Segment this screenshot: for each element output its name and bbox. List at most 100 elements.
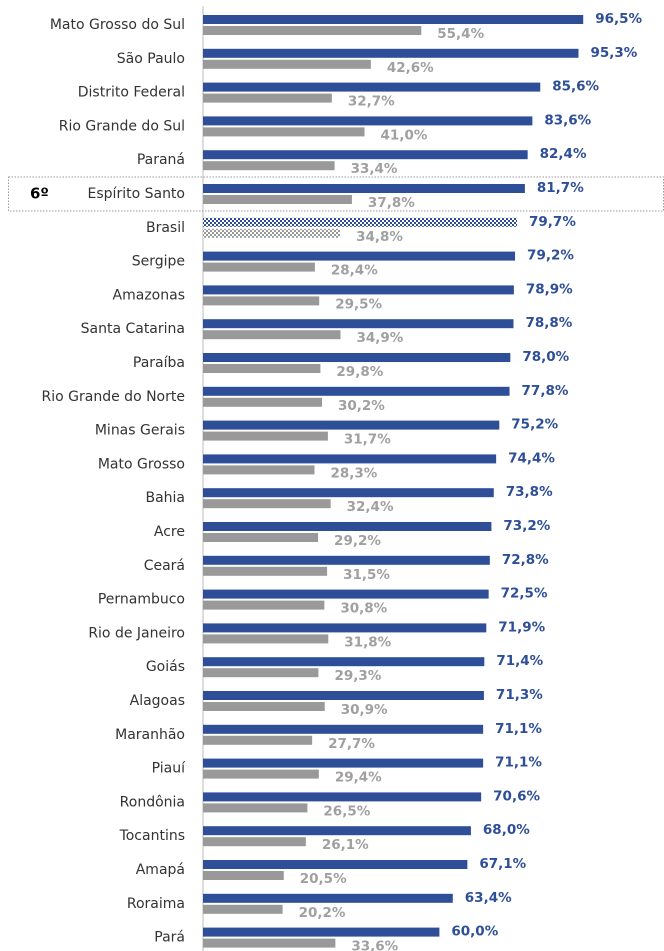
value-label: 71,9% [498, 619, 545, 635]
bar [203, 792, 482, 802]
value-label: 34,8% [356, 229, 403, 245]
bar [203, 296, 320, 306]
value-label: 82,4% [540, 146, 587, 162]
category-label: Paraná [137, 152, 185, 168]
value-label: 34,9% [357, 330, 404, 346]
value-label: 28,4% [331, 263, 378, 279]
bar [203, 386, 510, 396]
value-label: 31,7% [344, 432, 391, 448]
value-label: 29,2% [334, 533, 381, 549]
value-label: 63,4% [465, 890, 512, 906]
category-label: Rio Grande do Norte [42, 389, 185, 405]
bar [203, 285, 514, 295]
bar [203, 702, 325, 711]
category-label: São Paulo [117, 51, 185, 67]
value-label: 95,3% [590, 45, 637, 61]
bar [203, 499, 331, 509]
value-label: 74,4% [508, 450, 555, 466]
category-label: Distrito Federal [78, 85, 185, 101]
value-label: 29,4% [335, 770, 382, 786]
value-label: 37,8% [368, 195, 415, 211]
bar [203, 319, 514, 329]
bar [203, 59, 371, 69]
value-label: 72,5% [501, 586, 548, 602]
value-label: 68,0% [483, 822, 530, 838]
value-label: 42,6% [387, 60, 434, 76]
value-label: 31,8% [344, 634, 391, 650]
category-label: Sergipe [132, 254, 185, 270]
bar [203, 353, 511, 362]
value-label: 55,4% [437, 26, 484, 42]
value-label: 75,2% [511, 417, 558, 433]
category-label: Piauí [152, 761, 186, 777]
bar [203, 691, 484, 700]
bar [203, 262, 315, 272]
bar [203, 769, 319, 779]
bar [203, 566, 328, 576]
bar [203, 938, 336, 948]
bar [203, 927, 440, 937]
value-label: 28,3% [331, 465, 378, 481]
value-label: 33,4% [351, 161, 398, 177]
value-label: 71,1% [495, 755, 542, 771]
bar [203, 150, 528, 160]
bar [203, 634, 329, 644]
value-label: 30,9% [341, 702, 388, 718]
bar [203, 397, 322, 407]
value-label: 77,8% [522, 383, 569, 399]
value-label: 20,2% [299, 905, 346, 921]
bar [203, 465, 315, 475]
value-label: 73,2% [503, 518, 550, 534]
bar [203, 623, 487, 633]
bar [203, 657, 485, 667]
bar [203, 217, 518, 227]
value-label: 30,8% [340, 601, 387, 617]
value-label: 26,1% [322, 837, 369, 853]
category-label: Mato Grosso do Sul [50, 17, 185, 33]
value-label: 29,8% [336, 364, 383, 380]
category-label: Pernambuco [98, 592, 185, 608]
value-label: 70,6% [493, 788, 540, 804]
category-label: Rondônia [120, 794, 185, 810]
value-label: 32,7% [348, 94, 395, 110]
bar [203, 251, 516, 261]
value-label: 83,6% [544, 112, 591, 128]
bar [203, 758, 484, 768]
category-label: Brasil [146, 220, 185, 236]
bar [203, 533, 319, 542]
bar [203, 420, 500, 430]
category-label: Amazonas [113, 287, 185, 303]
value-label: 20,5% [300, 871, 347, 887]
category-label: Acre [154, 524, 185, 540]
value-label: 32,4% [347, 499, 394, 515]
category-label: Santa Catarina [81, 321, 185, 337]
category-label: Mato Grosso [98, 456, 185, 472]
category-label: Roraima [127, 896, 185, 912]
bar [203, 522, 492, 531]
category-label: Tocantins [119, 828, 185, 844]
bar [203, 195, 352, 204]
value-label: 60,0% [451, 924, 498, 940]
value-label: 96,5% [595, 11, 642, 27]
bar [203, 15, 584, 24]
bar [203, 82, 541, 92]
bar [203, 93, 332, 103]
bar [203, 735, 313, 745]
bar [203, 228, 341, 238]
bar [203, 330, 341, 340]
bar [203, 724, 484, 734]
bar [203, 116, 533, 126]
value-label: 81,7% [537, 180, 584, 196]
category-label: Espírito Santo [88, 186, 185, 202]
bar [203, 589, 489, 599]
category-label: Goiás [146, 659, 185, 675]
value-label: 33,6% [351, 939, 398, 951]
bar [203, 904, 283, 914]
bar [203, 600, 325, 610]
value-label: 71,3% [496, 687, 543, 703]
bar [203, 26, 422, 35]
value-label: 85,6% [552, 79, 599, 95]
category-label: Rio Grande do Sul [59, 118, 185, 134]
category-label: Paraíba [133, 355, 185, 371]
